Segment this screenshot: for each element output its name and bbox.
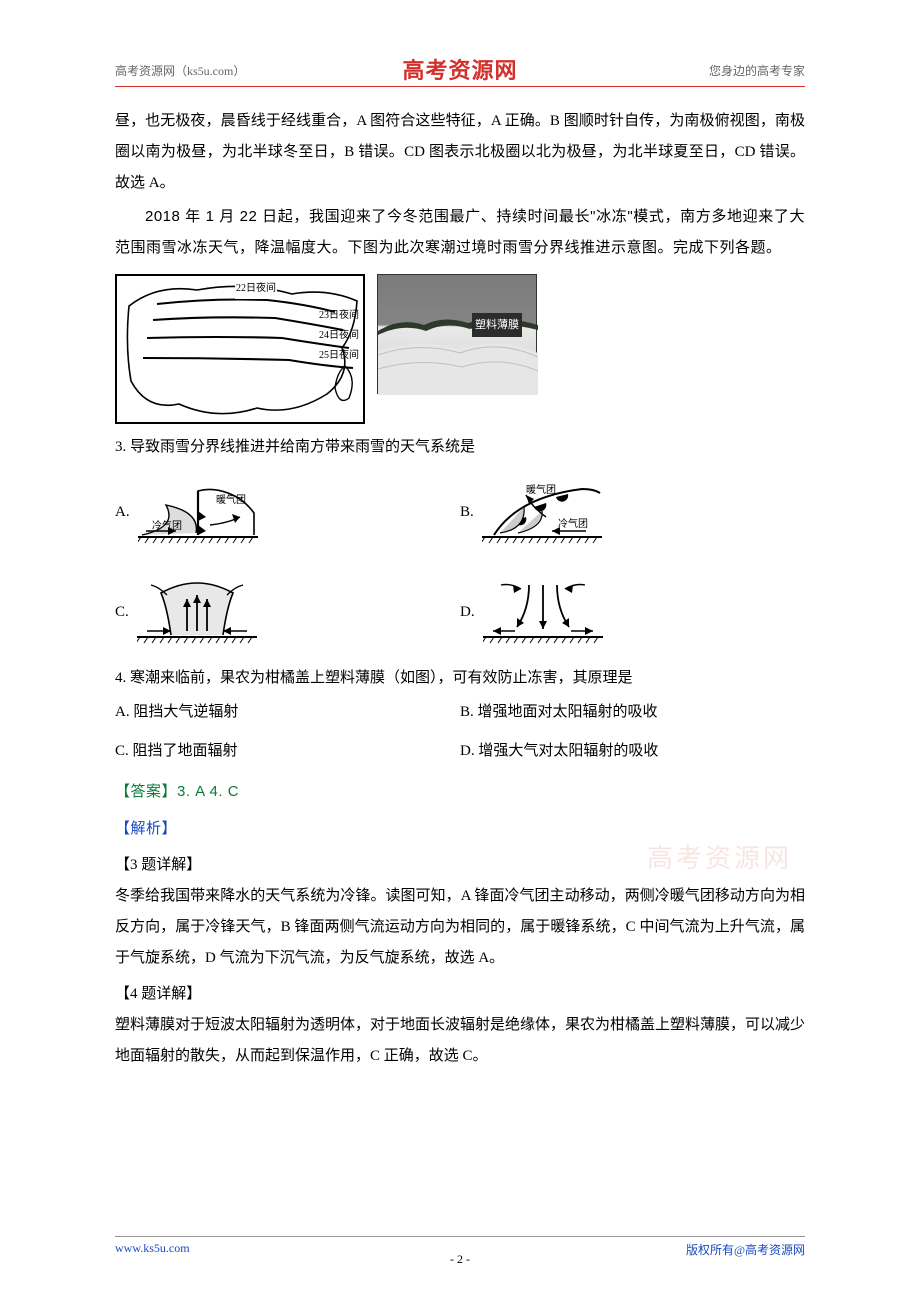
option-b-label: B. xyxy=(460,497,474,528)
option-d: D. xyxy=(460,577,805,649)
diag-a-warm-label: 暖气团 xyxy=(216,493,246,506)
map-figure: 22日夜间 23日夜间 24日夜间 25日夜间 xyxy=(115,274,365,424)
page-number: - 2 - xyxy=(450,1252,470,1267)
option-a-label: A. xyxy=(115,497,130,528)
paragraph-continuation: 昼，也无极夜，晨昏线于经线重合，A 图符合这些特征，A 正确。B 图顺时针自传，… xyxy=(115,106,805,198)
diag-a-cold-label: 冷气团 xyxy=(152,519,182,532)
diagram-d-anticyclone xyxy=(483,577,603,649)
header-title: 高考资源网 xyxy=(402,53,517,85)
detail-3-body: 冬季给我国带来降水的天气系统为冷锋。读图可知，A 锋面冷气团主动移动，两侧冷暖气… xyxy=(115,881,805,973)
footer-url: www.ks5u.com xyxy=(115,1241,190,1256)
header-left: 高考资源网（ks5u.com） xyxy=(115,62,245,79)
map-label-23: 23日夜间 xyxy=(319,306,359,327)
answer-line: 【答案】3. A 4. C xyxy=(115,777,805,808)
detail-4-title: 【4 题详解】 xyxy=(115,979,805,1010)
option-a: A. xyxy=(115,477,460,549)
map-label-22: 22日夜间 xyxy=(235,279,277,300)
question-intro: 2018 年 1 月 22 日起，我国迎来了今冬范围最广、持续时间最长"冰冻"模… xyxy=(115,202,805,264)
analysis-label: 【解析】 xyxy=(115,814,805,845)
detail-4-body: 塑料薄膜对于短波太阳辐射为透明体，对于地面长波辐射是绝缘体，果农为柑橘盖上塑料薄… xyxy=(115,1010,805,1072)
option-c-label: C. xyxy=(115,597,129,628)
q4-option-d: D. 增强大气对太阳辐射的吸收 xyxy=(460,736,805,767)
map-label-25: 25日夜间 xyxy=(319,346,359,367)
q4-options: A. 阻挡大气逆辐射 B. 增强地面对太阳辐射的吸收 C. 阻挡了地面辐射 D.… xyxy=(115,697,805,767)
page-footer: www.ks5u.com 版权所有@高考资源网 - 2 - xyxy=(0,1236,920,1258)
question-4: 4. 寒潮来临前，果农为柑橘盖上塑料薄膜（如图），可有效防止冻害，其原理是 xyxy=(115,663,805,694)
diagram-a-cold-front: 冷气团 暖气团 xyxy=(138,477,258,549)
option-d-label: D. xyxy=(460,597,475,628)
header-right: 您身边的高考专家 xyxy=(709,62,805,79)
figure-row: 22日夜间 23日夜间 24日夜间 25日夜间 塑料薄膜 xyxy=(115,274,805,424)
footer-divider xyxy=(115,1236,805,1237)
diagram-c-cyclone xyxy=(137,577,257,649)
question-3: 3. 导致雨雪分界线推进并给南方带来雨雪的天气系统是 xyxy=(115,432,805,463)
option-b: B. xyxy=(460,477,805,549)
footer-copyright: 版权所有@高考资源网 xyxy=(686,1241,805,1258)
photo-figure: 塑料薄膜 xyxy=(377,274,537,394)
detail-3-title: 【3 题详解】 xyxy=(115,850,805,881)
option-c: C. xyxy=(115,577,460,649)
q4-option-c: C. 阻挡了地面辐射 xyxy=(115,736,460,767)
map-label-24: 24日夜间 xyxy=(319,326,359,347)
diag-b-cold-label: 冷气团 xyxy=(558,517,588,530)
photo-label: 塑料薄膜 xyxy=(472,313,522,338)
diag-b-warm-label: 暖气团 xyxy=(526,483,556,496)
q4-option-a: A. 阻挡大气逆辐射 xyxy=(115,697,460,728)
q3-options: A. xyxy=(115,477,805,649)
header-underline xyxy=(115,86,805,87)
q4-option-b: B. 增强地面对太阳辐射的吸收 xyxy=(460,697,805,728)
diagram-b-warm-front: 暖气团 冷气团 xyxy=(482,477,602,549)
